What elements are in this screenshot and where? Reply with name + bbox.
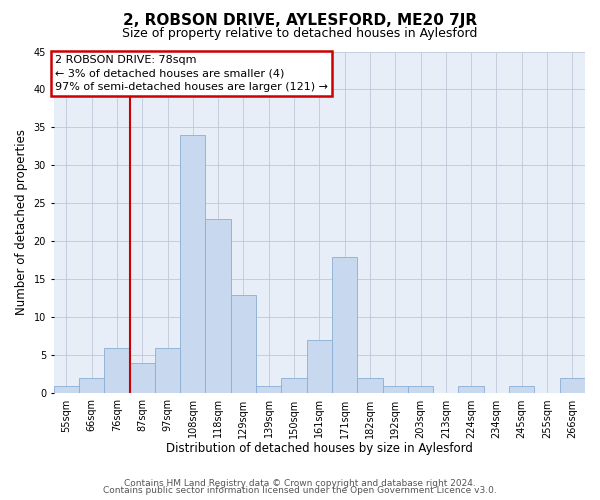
Text: 2 ROBSON DRIVE: 78sqm
← 3% of detached houses are smaller (4)
97% of semi-detach: 2 ROBSON DRIVE: 78sqm ← 3% of detached h… (55, 56, 328, 92)
Bar (307, 340, 332, 394)
Bar (180, 135, 205, 394)
Bar (205, 218, 231, 394)
Bar (104, 348, 130, 394)
Text: 2, ROBSON DRIVE, AYLESFORD, ME20 7JR: 2, ROBSON DRIVE, AYLESFORD, ME20 7JR (123, 12, 477, 28)
Bar (130, 363, 155, 394)
Bar (560, 378, 585, 394)
Y-axis label: Number of detached properties: Number of detached properties (15, 130, 28, 316)
X-axis label: Distribution of detached houses by size in Aylesford: Distribution of detached houses by size … (166, 442, 473, 455)
Text: Contains HM Land Registry data © Crown copyright and database right 2024.: Contains HM Land Registry data © Crown c… (124, 478, 476, 488)
Bar (256, 386, 281, 394)
Text: Size of property relative to detached houses in Aylesford: Size of property relative to detached ho… (122, 28, 478, 40)
Bar (79, 378, 104, 394)
Bar (231, 294, 256, 394)
Text: Contains public sector information licensed under the Open Government Licence v3: Contains public sector information licen… (103, 486, 497, 495)
Bar (458, 386, 484, 394)
Bar (332, 256, 357, 394)
Bar (281, 378, 307, 394)
Bar (357, 378, 383, 394)
Bar (53, 386, 79, 394)
Bar (383, 386, 408, 394)
Bar (155, 348, 180, 394)
Bar (509, 386, 535, 394)
Bar (408, 386, 433, 394)
